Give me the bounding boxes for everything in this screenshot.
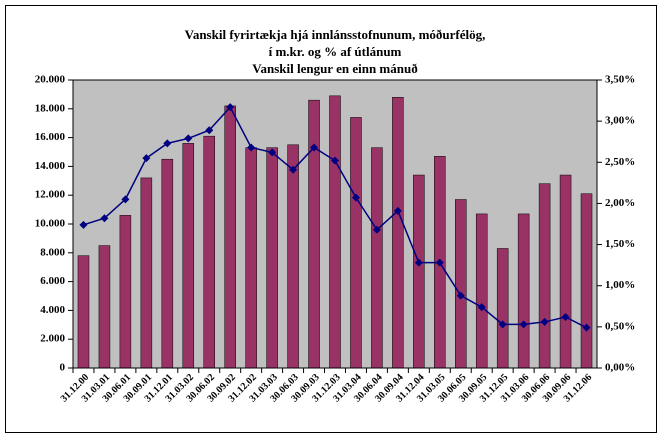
y-tick-label: 14.000 — [35, 160, 66, 172]
bar — [496, 248, 509, 369]
bar — [266, 147, 278, 369]
y-tick-label: 18.000 — [35, 102, 66, 114]
bar — [77, 255, 90, 369]
line-marker — [498, 320, 507, 329]
bar — [475, 213, 488, 369]
bar — [517, 213, 530, 369]
y-tick-label: 10.000 — [35, 218, 66, 230]
line-marker — [351, 193, 360, 202]
y2-tick-label: 1,00% — [605, 279, 635, 291]
line-marker — [142, 154, 151, 163]
bar — [98, 245, 111, 369]
bar — [245, 147, 257, 369]
line-marker — [331, 156, 339, 165]
bar — [308, 99, 320, 369]
y2-tick-label: 2,50% — [605, 156, 635, 168]
bar — [287, 144, 299, 369]
bar — [580, 193, 593, 369]
y-tick-label: 4.000 — [40, 304, 65, 316]
line-marker — [414, 258, 423, 267]
line-marker — [100, 214, 109, 223]
line-marker — [310, 143, 319, 152]
line-marker — [393, 206, 402, 215]
y-tick-label: 16.000 — [35, 131, 66, 143]
y2-tick-label: 0,50% — [605, 320, 635, 332]
line-marker — [519, 320, 528, 329]
bar — [182, 143, 195, 369]
bar — [119, 215, 132, 369]
line-marker — [561, 312, 570, 321]
line-marker — [184, 134, 193, 143]
line-marker — [540, 317, 549, 326]
y-tick-label: 6.000 — [40, 275, 65, 287]
y2-tick-label: 3,50% — [605, 74, 635, 86]
y2-tick-label: 3,00% — [605, 115, 635, 127]
bar — [559, 174, 572, 369]
line-marker — [205, 126, 214, 135]
y2-tick-label: 2,00% — [605, 197, 635, 209]
y2-tick-label: 1,50% — [605, 238, 635, 250]
line-marker — [247, 143, 256, 152]
line-marker — [121, 195, 130, 204]
line-marker — [163, 139, 172, 148]
line-marker — [456, 291, 465, 300]
chart-title: Vanskil lengur en einn mánuð — [252, 61, 417, 76]
bar — [161, 158, 174, 369]
y-tick-label: 8.000 — [40, 246, 65, 258]
bar — [350, 117, 362, 369]
line-marker — [477, 303, 486, 312]
line-marker — [289, 165, 298, 174]
line-marker — [79, 220, 88, 229]
chart-title: í m.kr. og % af útlánum — [269, 44, 402, 59]
chart-title: Vanskil fyrirtækja hjá innlánsstofnunum,… — [185, 27, 486, 42]
bar — [224, 105, 236, 369]
y-tick-label: 20.000 — [35, 74, 66, 86]
y2-tick-label: 0,00% — [605, 362, 635, 374]
line-marker — [582, 323, 591, 332]
line-marker — [372, 225, 381, 234]
bar — [538, 183, 551, 369]
y-tick-label: 0 — [60, 362, 66, 374]
y-tick-label: 2.000 — [40, 333, 65, 345]
bar — [203, 135, 215, 369]
bar — [455, 199, 467, 369]
bar — [413, 174, 425, 369]
bar — [371, 147, 383, 369]
bar — [329, 95, 341, 369]
line-marker — [226, 103, 235, 112]
line-marker — [435, 258, 444, 267]
bar — [392, 97, 404, 369]
line-marker — [268, 148, 277, 157]
y-tick-label: 12.000 — [35, 189, 66, 201]
bar — [140, 177, 153, 369]
